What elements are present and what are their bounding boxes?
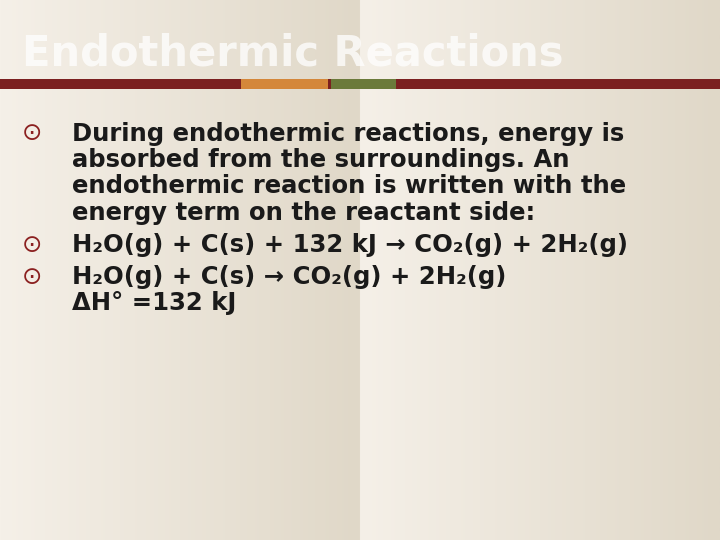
Text: H₂O(g) + C(s) → CO₂(g) + 2H₂(g): H₂O(g) + C(s) → CO₂(g) + 2H₂(g) [72, 265, 506, 289]
Text: ⊙: ⊙ [22, 233, 42, 256]
Text: ⊙: ⊙ [22, 265, 42, 289]
Text: During endothermic reactions, energy is: During endothermic reactions, energy is [72, 122, 624, 145]
Bar [396, 79, 720, 89]
Bar [0, 79, 238, 89]
Bar [328, 79, 331, 89]
Text: H₂O(g) + C(s) + 132 kJ → CO₂(g) + 2H₂(g): H₂O(g) + C(s) + 132 kJ → CO₂(g) + 2H₂(g) [72, 233, 628, 256]
Bar [331, 79, 396, 89]
Bar [238, 79, 241, 89]
Text: absorbed from the surroundings. An: absorbed from the surroundings. An [72, 148, 570, 172]
Text: endothermic reaction is written with the: endothermic reaction is written with the [72, 174, 626, 198]
Bar [241, 79, 328, 89]
Text: energy term on the reactant side:: energy term on the reactant side: [72, 201, 535, 225]
Text: ⊙: ⊙ [22, 122, 42, 145]
Text: ΔH° =132 kJ: ΔH° =132 kJ [72, 292, 236, 315]
Text: Endothermic Reactions: Endothermic Reactions [22, 33, 563, 75]
